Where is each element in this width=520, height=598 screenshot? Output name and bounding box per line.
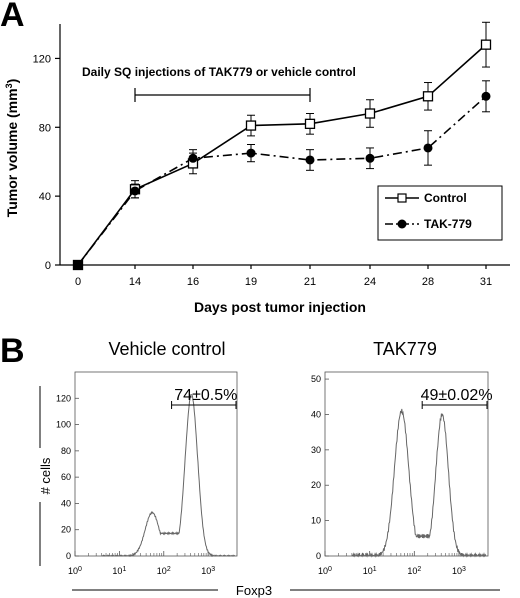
data-point-tak-779 — [481, 91, 491, 101]
panel-b-histograms: B Vehicle control TAK779 # cells Foxp3 0… — [0, 332, 500, 598]
x-tick-label: 19 — [245, 276, 257, 288]
y-axis-title-close: ) — [4, 79, 20, 84]
histogram-x-axis-title: Foxp3 — [236, 583, 272, 598]
hist-x-tick-label: 103 — [452, 566, 466, 577]
hist-x-tick-exponent: 2 — [167, 566, 171, 573]
data-point-tak-779 — [423, 143, 433, 153]
hist-x-tick-exponent: 0 — [78, 566, 82, 573]
data-point-tak-779 — [246, 148, 256, 158]
data-point-tak-779 — [73, 260, 83, 270]
y-axis-title: Tumor volume (mm3) — [4, 79, 20, 218]
y-axis-title-text: Tumor volume (mm — [4, 88, 20, 217]
hist-y-tick-label: 30 — [311, 445, 321, 455]
data-point-control — [304, 118, 316, 129]
x-tick-label: 24 — [364, 276, 376, 288]
hist-x-tick-exponent: 0 — [328, 566, 332, 573]
x-tick-label: 14 — [129, 276, 141, 288]
hist-x-tick-exponent: 2 — [417, 566, 421, 573]
histogram-curve — [351, 408, 487, 558]
hist-y-tick-label: 60 — [61, 472, 71, 482]
panel-a-series — [72, 21, 492, 271]
gate-percentage: 49±0.02% — [421, 387, 493, 404]
hist-x-tick-exponent: 3 — [211, 566, 215, 573]
legend-marker-control — [397, 193, 407, 203]
hist-y-tick-label: 40 — [61, 498, 71, 508]
hist-y-tick-label: 20 — [61, 525, 71, 535]
x-tick-label: 21 — [304, 276, 316, 288]
data-point-control — [422, 91, 434, 102]
hist-y-tick-label: 10 — [311, 516, 321, 526]
histogram-title-tak779: TAK779 — [373, 339, 437, 359]
hist-y-tick-label: 100 — [56, 420, 71, 430]
hist-x-tick-exponent: 1 — [373, 566, 377, 573]
y-tick-label: 40 — [39, 191, 51, 203]
x-tick-label: 31 — [480, 276, 492, 288]
legend-label-control: Control — [424, 191, 467, 205]
hist-y-tick-label: 0 — [316, 551, 321, 561]
panel-a-axes: 0 40 80 120 0 14 16 19 21 24 28 31 — [33, 24, 510, 288]
x-tick-label: 0 — [75, 276, 81, 288]
data-point-control — [480, 39, 492, 50]
annotation-text: Daily SQ injections of TAK779 or vehicle… — [82, 65, 356, 79]
hist-x-tick-label: 100 — [318, 566, 332, 577]
hist-x-tick-label: 102 — [407, 566, 421, 577]
panel-a-line-chart: A Tumor volume (mm3) Days post tumor inj… — [0, 0, 510, 315]
data-point-tak-779 — [365, 153, 375, 163]
hist-y-tick-label: 80 — [61, 446, 71, 456]
hist-y-tick-label: 0 — [66, 551, 71, 561]
hist-y-tick-label: 20 — [311, 480, 321, 490]
histogram-y-axis-title: # cells — [38, 457, 53, 494]
hist-y-tick-label: 40 — [311, 409, 321, 419]
legend-marker-tak779 — [397, 219, 407, 229]
data-point-tak-779 — [188, 153, 198, 163]
y-tick-label: 80 — [39, 122, 51, 134]
hist-x-tick-exponent: 3 — [462, 566, 466, 573]
x-axis-title: Days post tumor injection — [194, 299, 366, 315]
hist-x-tick-label: 103 — [201, 566, 215, 577]
hist-x-tick-label: 100 — [68, 566, 82, 577]
data-point-control — [364, 108, 376, 119]
data-point-tak-779 — [305, 155, 315, 165]
histogram-frame — [74, 371, 238, 557]
hist-x-tick-exponent: 1 — [122, 566, 126, 573]
data-point-tak-779 — [130, 186, 140, 196]
hist-x-tick-label: 102 — [157, 566, 171, 577]
injection-annotation: Daily SQ injections of TAK779 or vehicle… — [82, 65, 356, 102]
y-axis-title-superscript: 3 — [4, 83, 14, 88]
x-tick-label: 28 — [422, 276, 434, 288]
panel-b-label: B — [0, 332, 25, 370]
series-line-control — [77, 44, 487, 266]
hist-y-tick-label: 120 — [56, 393, 71, 403]
histogram-title-vehicle: Vehicle control — [108, 339, 225, 359]
y-tick-label: 120 — [33, 53, 51, 65]
series-line-tak-779 — [77, 95, 487, 266]
histogram-frame — [324, 371, 489, 557]
legend-label-tak779: TAK-779 — [424, 217, 472, 231]
y-tick-label: 0 — [45, 260, 51, 272]
gate-percentage: 74±0.5% — [174, 387, 237, 404]
legend: Control TAK-779 — [377, 185, 503, 241]
hist-y-tick-label: 50 — [311, 374, 321, 384]
hist-x-tick-label: 101 — [112, 566, 126, 577]
hist-x-tick-label: 101 — [363, 566, 377, 577]
x-tick-label: 16 — [187, 276, 199, 288]
histogram-curve — [101, 394, 236, 558]
data-point-control — [245, 120, 257, 131]
panel-a-label: A — [0, 0, 25, 34]
